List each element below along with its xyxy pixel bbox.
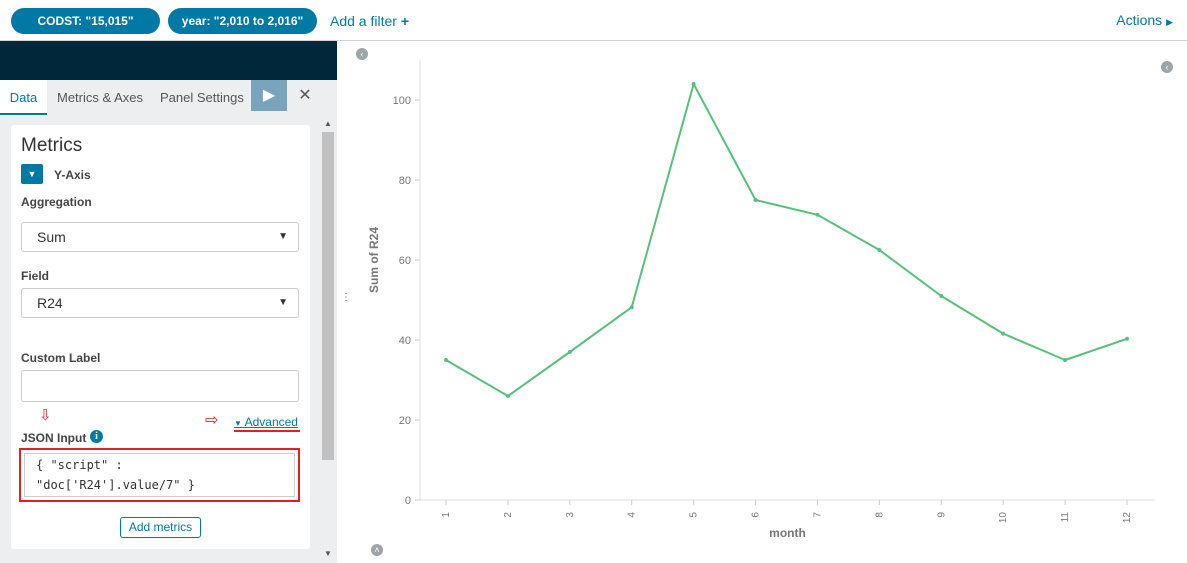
field-label: Field (21, 269, 50, 283)
y-axis-title: Sum of R24 (367, 227, 381, 293)
tab-data[interactable]: Data (0, 80, 47, 115)
field-value: R24 (37, 295, 63, 311)
collapse-left-icon[interactable]: ‹ (356, 48, 368, 60)
tab-metrics-axes[interactable]: Metrics & Axes (57, 90, 143, 105)
advanced-underline-annotation (234, 430, 300, 432)
x-tick-label: 8 (874, 512, 885, 518)
editor-tabs: Data Metrics & Axes Panel Settings ▶ ✕ (0, 80, 337, 115)
custom-label-input[interactable] (21, 370, 299, 402)
data-point (877, 248, 882, 252)
y-tick-label: 40 (399, 335, 411, 347)
x-axis-title: month (769, 526, 806, 540)
advanced-link-label: Advanced (244, 415, 298, 429)
y-tick-label: 60 (399, 255, 411, 267)
data-point (1001, 331, 1006, 336)
json-input-label: JSON Input (21, 431, 87, 445)
scroll-thumb[interactable] (322, 132, 334, 460)
x-tick-label: 11 (1060, 512, 1071, 523)
y-tick-label: 80 (399, 175, 411, 187)
caret-down-icon: ▼ (234, 419, 242, 428)
add-metrics-button[interactable]: Add metrics (120, 517, 201, 538)
y-tick-label: 0 (405, 495, 411, 507)
chevron-down-icon: ▼ (27, 169, 37, 179)
plus-icon: + (400, 13, 410, 29)
data-point (444, 358, 448, 362)
play-icon: ▶ (262, 87, 276, 104)
y-tick-label: 20 (399, 415, 411, 427)
metrics-card: Metrics ▼ Y-Axis Aggregation Sum ▼ Field… (11, 125, 310, 549)
scroll-down-icon[interactable]: ▼ (324, 549, 332, 558)
data-point (629, 305, 634, 310)
aggregation-select[interactable]: Sum ▼ (21, 222, 299, 252)
scroll-up-icon[interactable]: ▲ (324, 119, 332, 128)
add-filter-label: Add a filter (330, 13, 397, 29)
y-axis-toggle[interactable]: ▼ (21, 164, 43, 184)
aggregation-label: Aggregation (21, 195, 92, 209)
x-tick-label: 12 (1122, 512, 1133, 524)
caret-right-icon: ▶ (1166, 17, 1173, 27)
filter-pill-codst[interactable]: CODST: "15,015" (11, 8, 160, 34)
x-tick-label: 4 (627, 512, 638, 518)
data-point (1063, 358, 1068, 362)
x-tick-label: 9 (936, 512, 947, 518)
collapse-up-icon[interactable]: ˄ (371, 544, 383, 556)
editor-sidebar: Data Metrics & Axes Panel Settings ▶ ✕ M… (0, 41, 337, 563)
x-tick-label: 1 (441, 512, 452, 518)
field-select[interactable]: R24 ▼ (21, 288, 299, 318)
collapse-legend-icon[interactable]: ‹ (1161, 61, 1173, 73)
data-point (567, 350, 572, 354)
x-tick-label: 7 (812, 512, 823, 518)
discard-button[interactable]: ✕ (296, 80, 314, 111)
json-input-highlight: { "script" : "doc['R24'].value/7" } (19, 448, 300, 502)
sidebar-scrollbar[interactable]: ▲ ▼ (322, 119, 334, 558)
y-tick-label: 100 (393, 95, 411, 107)
add-filter-link[interactable]: Add a filter + (330, 13, 409, 29)
series-line (445, 83, 1128, 397)
custom-label-label: Custom Label (21, 351, 101, 365)
aggregation-value: Sum (37, 229, 66, 245)
data-point (691, 82, 696, 86)
data-point (939, 294, 944, 298)
data-point (1125, 336, 1129, 341)
x-tick-label: 6 (751, 512, 762, 518)
chevron-down-icon: ▼ (278, 231, 288, 242)
down-arrow-annotation-icon: ⇩ (39, 407, 52, 424)
tab-panel-settings[interactable]: Panel Settings (160, 90, 244, 105)
info-icon[interactable]: i (90, 430, 103, 443)
x-tick-label: 2 (503, 512, 514, 518)
chart-area: ‹ ‹ ˄ 0 20 40 60 80 100 1 2 3 4 5 6 7 8 9 10 11 12 month Su… (350, 41, 1187, 563)
metrics-title: Metrics (21, 135, 83, 156)
actions-menu[interactable]: Actions ▶ (1116, 12, 1173, 28)
json-line-2: "doc['R24'].value/7" } (36, 478, 195, 492)
data-point (815, 212, 820, 217)
data-point (753, 198, 758, 202)
x-tick-label: 3 (565, 512, 576, 518)
resize-handle[interactable]: ⋮ (341, 292, 351, 303)
apply-button[interactable]: ▶ (251, 80, 287, 111)
filter-bar: CODST: "15,015" year: "2,010 to 2,016" A… (0, 0, 1187, 41)
right-arrow-annotation-icon: ⇨ (205, 412, 219, 429)
actions-label: Actions (1116, 12, 1163, 28)
advanced-toggle[interactable]: ▼ Advanced (234, 415, 298, 429)
sidebar-header (0, 41, 337, 80)
x-tick-label: 10 (998, 512, 1009, 524)
x-tick-label: 5 (689, 512, 700, 518)
y-axis-label: Y-Axis (54, 168, 91, 182)
chevron-down-icon: ▼ (278, 297, 288, 308)
json-line-1: { "script" : (36, 458, 123, 472)
json-input-textarea[interactable]: { "script" : "doc['R24'].value/7" } (24, 453, 295, 497)
filter-pill-year[interactable]: year: "2,010 to 2,016" (168, 8, 317, 34)
data-point (505, 394, 510, 398)
close-icon: ✕ (298, 87, 312, 104)
